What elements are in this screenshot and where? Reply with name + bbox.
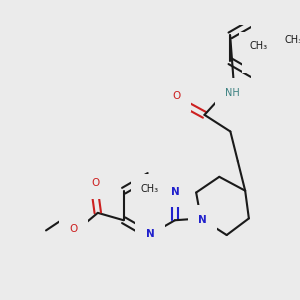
Text: N: N (198, 215, 207, 225)
Text: O: O (70, 224, 78, 234)
Text: CH₃: CH₃ (249, 41, 267, 52)
Text: CH₃: CH₃ (284, 35, 300, 45)
Text: O: O (252, 52, 260, 63)
Text: O: O (172, 92, 181, 101)
Text: CH₃: CH₃ (140, 184, 158, 194)
Text: N: N (172, 187, 180, 196)
Text: O: O (92, 178, 100, 188)
Text: N: N (146, 229, 154, 239)
Text: NH: NH (225, 88, 240, 98)
